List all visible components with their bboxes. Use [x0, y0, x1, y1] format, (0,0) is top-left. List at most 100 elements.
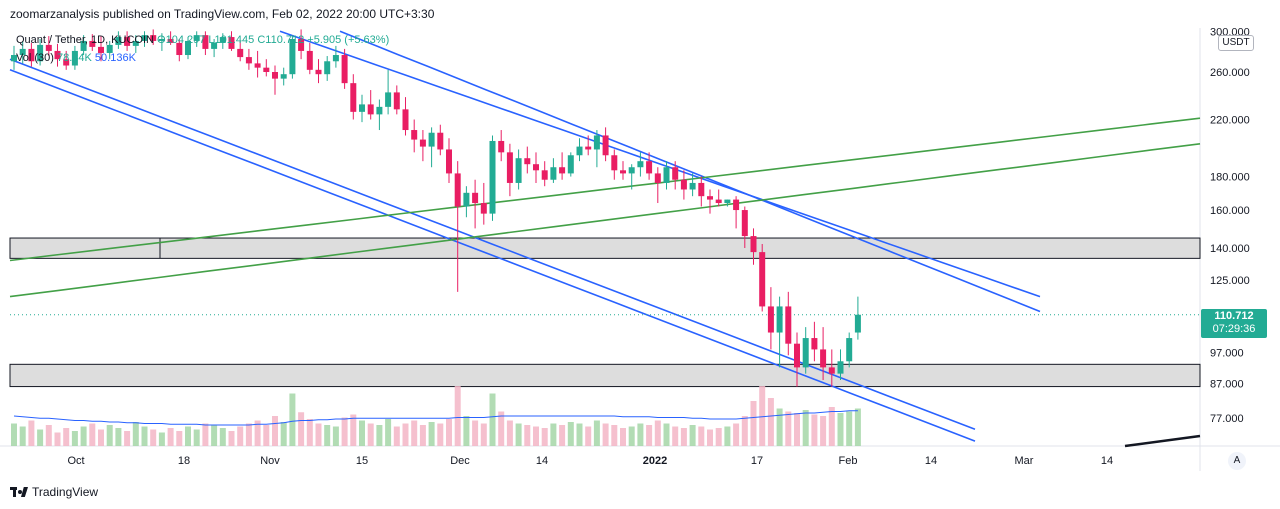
volume-bar	[376, 425, 383, 446]
candle-body	[419, 139, 426, 147]
candle	[767, 287, 774, 350]
candle-body	[341, 55, 348, 84]
candle	[428, 127, 435, 168]
candle	[524, 146, 531, 174]
volume-bar	[411, 420, 418, 446]
volume-bar	[324, 425, 331, 446]
candle	[80, 35, 87, 56]
volume-bar	[54, 432, 61, 446]
time-tick-label: Nov	[260, 455, 280, 467]
candle-body	[350, 83, 357, 112]
candle	[71, 45, 78, 70]
volume-bar	[385, 419, 392, 446]
volume-bar	[367, 423, 374, 446]
candle-body	[306, 50, 313, 70]
volume-bar	[80, 426, 87, 446]
candle-body	[602, 135, 609, 156]
volume-bar	[585, 426, 592, 446]
volume-bar	[698, 426, 705, 446]
volume-bar	[393, 426, 400, 446]
candle-body	[628, 167, 635, 174]
candle-body	[167, 38, 174, 43]
volume-bar	[115, 428, 122, 446]
candle	[698, 176, 705, 207]
candle-body	[489, 140, 496, 214]
candle-body	[811, 338, 818, 350]
volume-bar	[315, 423, 322, 446]
candle-body	[828, 367, 835, 374]
candle	[854, 296, 861, 340]
volume-bar	[19, 426, 26, 446]
volume-bar	[428, 422, 435, 446]
time-tick-label: Feb	[839, 455, 858, 467]
auto-scale-button[interactable]: A	[1228, 452, 1246, 470]
candle-body	[820, 349, 827, 368]
candle	[820, 327, 827, 381]
volume-bar	[98, 429, 104, 446]
price-tick-label: 77.000	[1210, 413, 1244, 425]
currency-button[interactable]: USDT	[1218, 35, 1254, 51]
volume-bar	[472, 420, 479, 446]
volume-bar	[567, 422, 574, 446]
candle-body	[228, 37, 235, 49]
candle	[654, 167, 661, 204]
candle-body	[28, 48, 35, 62]
candle	[489, 135, 496, 221]
candle	[472, 179, 479, 229]
price-tick-label: 140.000	[1210, 243, 1250, 255]
price-tick-label: 300.000	[1210, 28, 1250, 38]
candle-body	[402, 109, 409, 131]
volume-bar	[150, 429, 157, 446]
volume-bar	[71, 431, 78, 446]
price-tick-label: 260.000	[1210, 67, 1250, 79]
volume-bar	[837, 413, 844, 446]
last-price-badge: 110.712 07:29:36	[1201, 309, 1267, 338]
candle-body	[672, 167, 679, 180]
candle	[254, 50, 261, 78]
price-chart[interactable]: 300.000 260.000 220.000 180.000 160.000 140.0…	[0, 28, 1280, 471]
candle-body	[576, 146, 583, 156]
candle	[176, 38, 183, 62]
channel-upper-1	[279, 30, 1041, 298]
support-zone-2	[9, 363, 1201, 388]
volume-bar	[559, 425, 566, 446]
candle	[785, 291, 792, 356]
bar-countdown: 07:29:36	[1212, 323, 1256, 335]
candle-body	[689, 182, 696, 190]
candle	[680, 170, 687, 200]
volume-bar	[280, 422, 287, 446]
candle-body	[611, 155, 618, 171]
volume-bar	[550, 423, 557, 446]
candle	[550, 158, 557, 183]
volume-bar	[533, 426, 539, 446]
candle	[559, 152, 566, 180]
candle-body	[767, 306, 774, 333]
candle-body	[559, 167, 566, 174]
chart-area[interactable]: 300.000 260.000 220.000 180.000 160.000 140.0…	[0, 28, 1280, 471]
candle	[280, 67, 287, 86]
volume-bar	[811, 414, 818, 446]
candle	[506, 143, 513, 197]
price-tick-label: 97.000	[1210, 347, 1244, 359]
candle	[750, 228, 757, 265]
time-tick-label: 14	[536, 455, 548, 467]
candle	[158, 33, 165, 51]
candle	[437, 124, 444, 156]
time-tick-label: 14	[1101, 455, 1113, 467]
candle	[515, 149, 522, 190]
candle	[541, 161, 548, 187]
candle	[376, 99, 383, 131]
price-tick-label: 160.000	[1210, 205, 1250, 217]
volume-bar	[289, 393, 296, 446]
candle-body	[115, 37, 122, 45]
candle	[89, 34, 96, 51]
time-tick-label: 14	[925, 455, 937, 467]
candle	[576, 138, 583, 162]
volume-bar	[228, 431, 235, 446]
volume-bar	[663, 423, 670, 446]
volume-bar	[524, 425, 531, 446]
candle-body	[324, 61, 331, 75]
candle-body	[71, 50, 78, 66]
candle-body	[776, 306, 783, 333]
candle	[454, 161, 461, 292]
